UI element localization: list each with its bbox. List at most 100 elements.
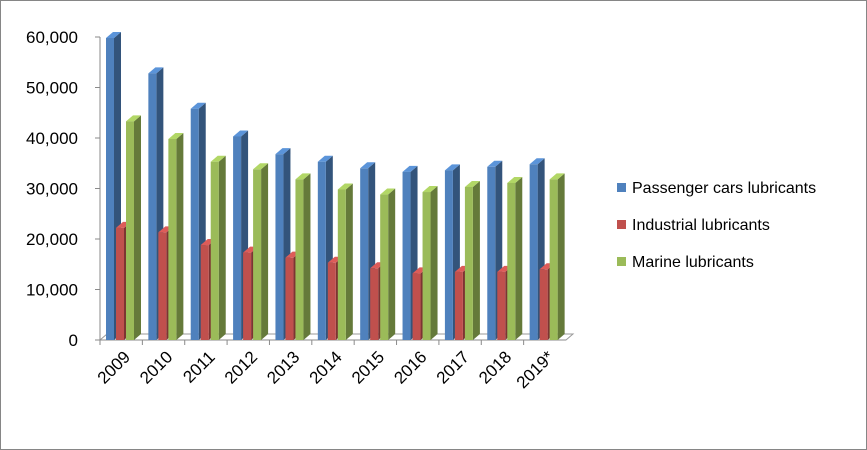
bar-side (557, 173, 565, 340)
bar-front (116, 227, 124, 340)
bar-front (444, 170, 453, 340)
bar-top (253, 163, 269, 170)
bar-front (380, 194, 389, 340)
bar-side (134, 115, 141, 341)
bar-front (422, 192, 431, 340)
x-tick-label: 2012 (221, 347, 261, 387)
bar (422, 186, 438, 340)
bar-side (388, 188, 396, 340)
bar-top (360, 162, 376, 169)
x-tick-label: 2014 (306, 347, 346, 387)
bar-top (106, 32, 121, 39)
bar (464, 180, 480, 340)
bar (126, 115, 141, 341)
legend-item: Marine lubricants (617, 254, 754, 271)
bar-side (430, 186, 438, 340)
bar-front (454, 271, 463, 340)
x-tick-label: 2015 (348, 347, 388, 387)
bar-top (126, 115, 141, 122)
bar-front (233, 136, 242, 340)
bar-side (303, 173, 311, 340)
bar-top (168, 133, 184, 140)
legend-swatch (617, 183, 626, 192)
bar-top (422, 186, 438, 193)
bar-front (464, 186, 473, 340)
y-tick-label: 10,000 (26, 281, 78, 300)
bar-top (380, 188, 396, 195)
bar-top (233, 130, 249, 137)
legend-swatch (617, 257, 626, 266)
legend-swatch (617, 220, 626, 229)
bar-front (549, 179, 558, 340)
bar-front (190, 108, 199, 341)
bar-side (218, 155, 226, 340)
y-tick-label: 30,000 (26, 180, 78, 199)
bar-front (243, 252, 252, 340)
y-tick-label: 0 (69, 331, 78, 350)
legend-label: Passenger cars lubricants (632, 180, 816, 197)
bar-top (148, 67, 164, 74)
y-tick-label: 20,000 (26, 230, 78, 249)
bar-front (200, 245, 209, 340)
bar-side (345, 183, 353, 340)
x-tick-label: 2016 (390, 347, 430, 387)
bar (549, 173, 565, 340)
legend-label: Industrial lubricants (632, 217, 770, 234)
bar-front (106, 38, 114, 340)
bar-side (472, 180, 480, 340)
bar (168, 133, 184, 340)
x-tick-label: 2011 (179, 347, 218, 386)
bar-side (261, 163, 269, 340)
bar-top (507, 176, 523, 183)
y-tick-label: 40,000 (26, 129, 78, 148)
x-tick-label: 2019* (513, 347, 558, 392)
x-tick-label: 2018 (475, 347, 515, 387)
legend-item: Passenger cars lubricants (617, 180, 816, 197)
x-tick-label: 2009 (94, 347, 134, 387)
bar-front (370, 268, 379, 340)
bar-front (487, 166, 496, 340)
bar-top (444, 164, 460, 171)
bar-top (295, 173, 311, 180)
bar-front (275, 154, 284, 340)
bars (106, 32, 565, 341)
x-tick-label: 2017 (433, 347, 473, 387)
bar-front (497, 271, 506, 340)
bar-top (275, 148, 291, 155)
bar-top (210, 155, 226, 162)
y-tick-label: 60,000 (26, 28, 78, 47)
bar-side (515, 176, 523, 340)
bar-front (148, 73, 157, 341)
bar-front (539, 269, 548, 340)
bar (253, 163, 269, 340)
bar (507, 176, 523, 340)
bar-top (549, 173, 565, 180)
x-tick-label: 2013 (263, 347, 303, 387)
bar-side (176, 133, 184, 340)
bar-front (253, 169, 262, 340)
bar-top (337, 183, 353, 190)
x-tick-label: 2010 (136, 347, 176, 387)
bar (337, 183, 353, 340)
bar-front (360, 168, 369, 340)
bar-front (168, 139, 177, 340)
bar (210, 155, 226, 340)
bar-top (317, 155, 333, 162)
bar-front (285, 257, 294, 340)
bar (295, 173, 311, 340)
bar-front (412, 273, 421, 340)
bar-front (327, 262, 336, 340)
bar-top (402, 165, 418, 172)
legend-label: Marine lubricants (632, 254, 754, 271)
bar (380, 188, 396, 340)
bar-top (529, 158, 545, 165)
bar-top (487, 160, 503, 167)
bar-front (337, 189, 346, 340)
bar-front (507, 182, 516, 340)
bar-front (158, 232, 167, 340)
legend: Passenger cars lubricants Industrial lubr… (617, 180, 816, 271)
bar-front (210, 161, 219, 340)
bar-top (464, 180, 480, 187)
bar-front (295, 179, 304, 340)
